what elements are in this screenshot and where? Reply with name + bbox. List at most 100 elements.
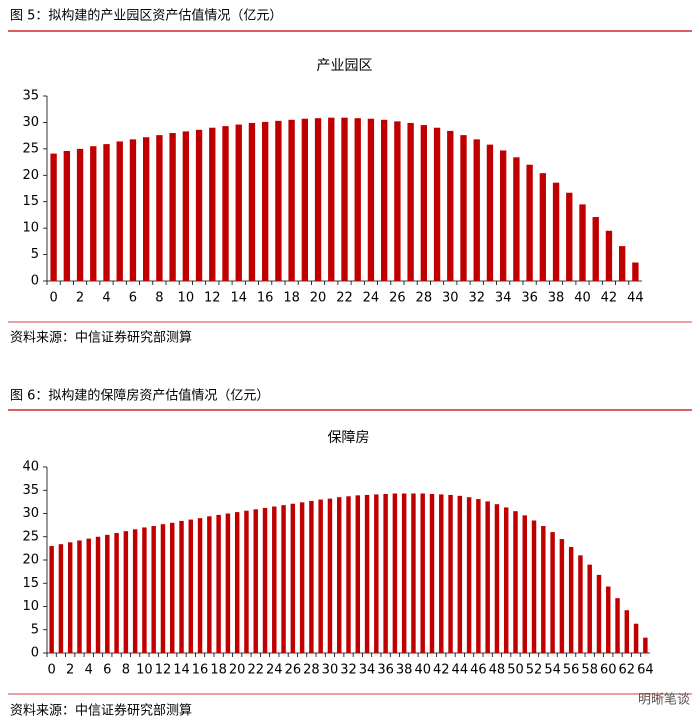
x-tick-label: 12 — [204, 291, 221, 306]
bar — [132, 529, 138, 653]
bar — [160, 524, 166, 653]
bar — [605, 230, 613, 281]
bar — [222, 126, 229, 281]
bar — [420, 493, 425, 653]
bar — [433, 127, 441, 281]
bar — [272, 506, 277, 653]
bar — [531, 520, 537, 653]
bar — [503, 507, 509, 653]
bar — [207, 516, 212, 653]
x-tick-label: 42 — [601, 291, 618, 306]
bar — [579, 204, 586, 281]
bar — [49, 546, 54, 653]
bar — [105, 534, 110, 653]
bar — [169, 133, 176, 281]
x-tick-label: 44 — [627, 291, 644, 306]
x-tick-label: 8 — [155, 291, 163, 306]
x-tick-label: 2 — [76, 291, 84, 306]
bar — [411, 493, 416, 653]
y-tick-label: 35 — [22, 483, 39, 498]
x-tick-label: 52 — [526, 663, 543, 678]
x-tick-label: 60 — [600, 663, 617, 678]
bar — [327, 498, 333, 653]
bar — [380, 119, 388, 282]
bar — [90, 146, 97, 281]
bar — [179, 520, 184, 653]
x-tick-label: 40 — [414, 663, 431, 678]
bar — [151, 526, 156, 653]
x-tick-label: 0 — [47, 663, 55, 678]
bar — [116, 141, 123, 281]
bar — [513, 157, 520, 281]
bar — [587, 564, 592, 653]
watermark: 明晰笔谈 — [638, 692, 690, 708]
bar — [346, 496, 351, 653]
y-tick-label: 30 — [22, 115, 39, 130]
bar — [209, 127, 216, 281]
x-tick-label: 36 — [521, 291, 538, 306]
y-tick-label: 20 — [22, 168, 39, 183]
bar — [170, 522, 175, 653]
bar — [314, 118, 322, 281]
bar — [76, 148, 84, 281]
x-tick-label: 46 — [470, 663, 487, 678]
bar — [244, 510, 249, 653]
bar — [401, 493, 407, 653]
bar — [632, 262, 639, 281]
bar — [420, 125, 428, 281]
bar — [447, 130, 454, 281]
y-tick-label: 0 — [31, 646, 39, 661]
x-tick-label: 10 — [136, 663, 153, 678]
bar — [448, 494, 453, 653]
bar — [429, 493, 435, 653]
bar — [182, 131, 190, 281]
bar — [328, 117, 335, 282]
bar — [234, 512, 240, 653]
y-tick-label: 0 — [31, 274, 39, 289]
x-tick-label: 22 — [247, 663, 264, 678]
bar — [77, 540, 82, 653]
source-note: 资料来源：中信证券研究部测算 — [10, 703, 192, 719]
bar — [129, 139, 137, 281]
x-tick-label: 48 — [489, 663, 506, 678]
y-tick-label: 15 — [22, 576, 39, 591]
bar — [473, 139, 480, 281]
bar — [394, 121, 401, 281]
x-tick-label: 36 — [377, 663, 394, 678]
bar — [374, 494, 379, 653]
bar — [197, 518, 203, 653]
bar — [309, 500, 314, 653]
x-tick-label: 18 — [283, 291, 300, 306]
bar — [103, 144, 110, 281]
bar — [392, 493, 398, 653]
bar — [439, 494, 444, 653]
x-tick-label: 10 — [178, 291, 195, 306]
x-tick-label: 4 — [85, 663, 93, 678]
y-tick-label: 25 — [22, 141, 39, 156]
x-tick-label: 32 — [340, 663, 357, 678]
x-tick-label: 6 — [103, 663, 111, 678]
x-tick-label: 62 — [619, 663, 636, 678]
bar — [633, 623, 639, 653]
bar — [578, 555, 583, 653]
bar — [460, 135, 467, 281]
bar — [341, 117, 348, 282]
bar — [364, 494, 370, 653]
x-tick-label: 18 — [210, 663, 227, 678]
bar — [86, 538, 91, 653]
x-tick-label: 24 — [363, 291, 380, 306]
x-tick-label: 30 — [442, 291, 459, 306]
x-tick-label: 16 — [257, 291, 274, 306]
bar — [522, 515, 527, 653]
x-tick-label: 4 — [102, 291, 110, 306]
bar — [299, 502, 305, 653]
bar — [123, 531, 129, 653]
bar — [114, 533, 119, 653]
x-tick-label: 8 — [122, 663, 130, 678]
x-tick-label: 16 — [192, 663, 209, 678]
x-tick-label: 0 — [49, 291, 57, 306]
y-tick-label: 25 — [22, 529, 39, 544]
bar — [494, 504, 500, 653]
bar — [261, 121, 269, 282]
